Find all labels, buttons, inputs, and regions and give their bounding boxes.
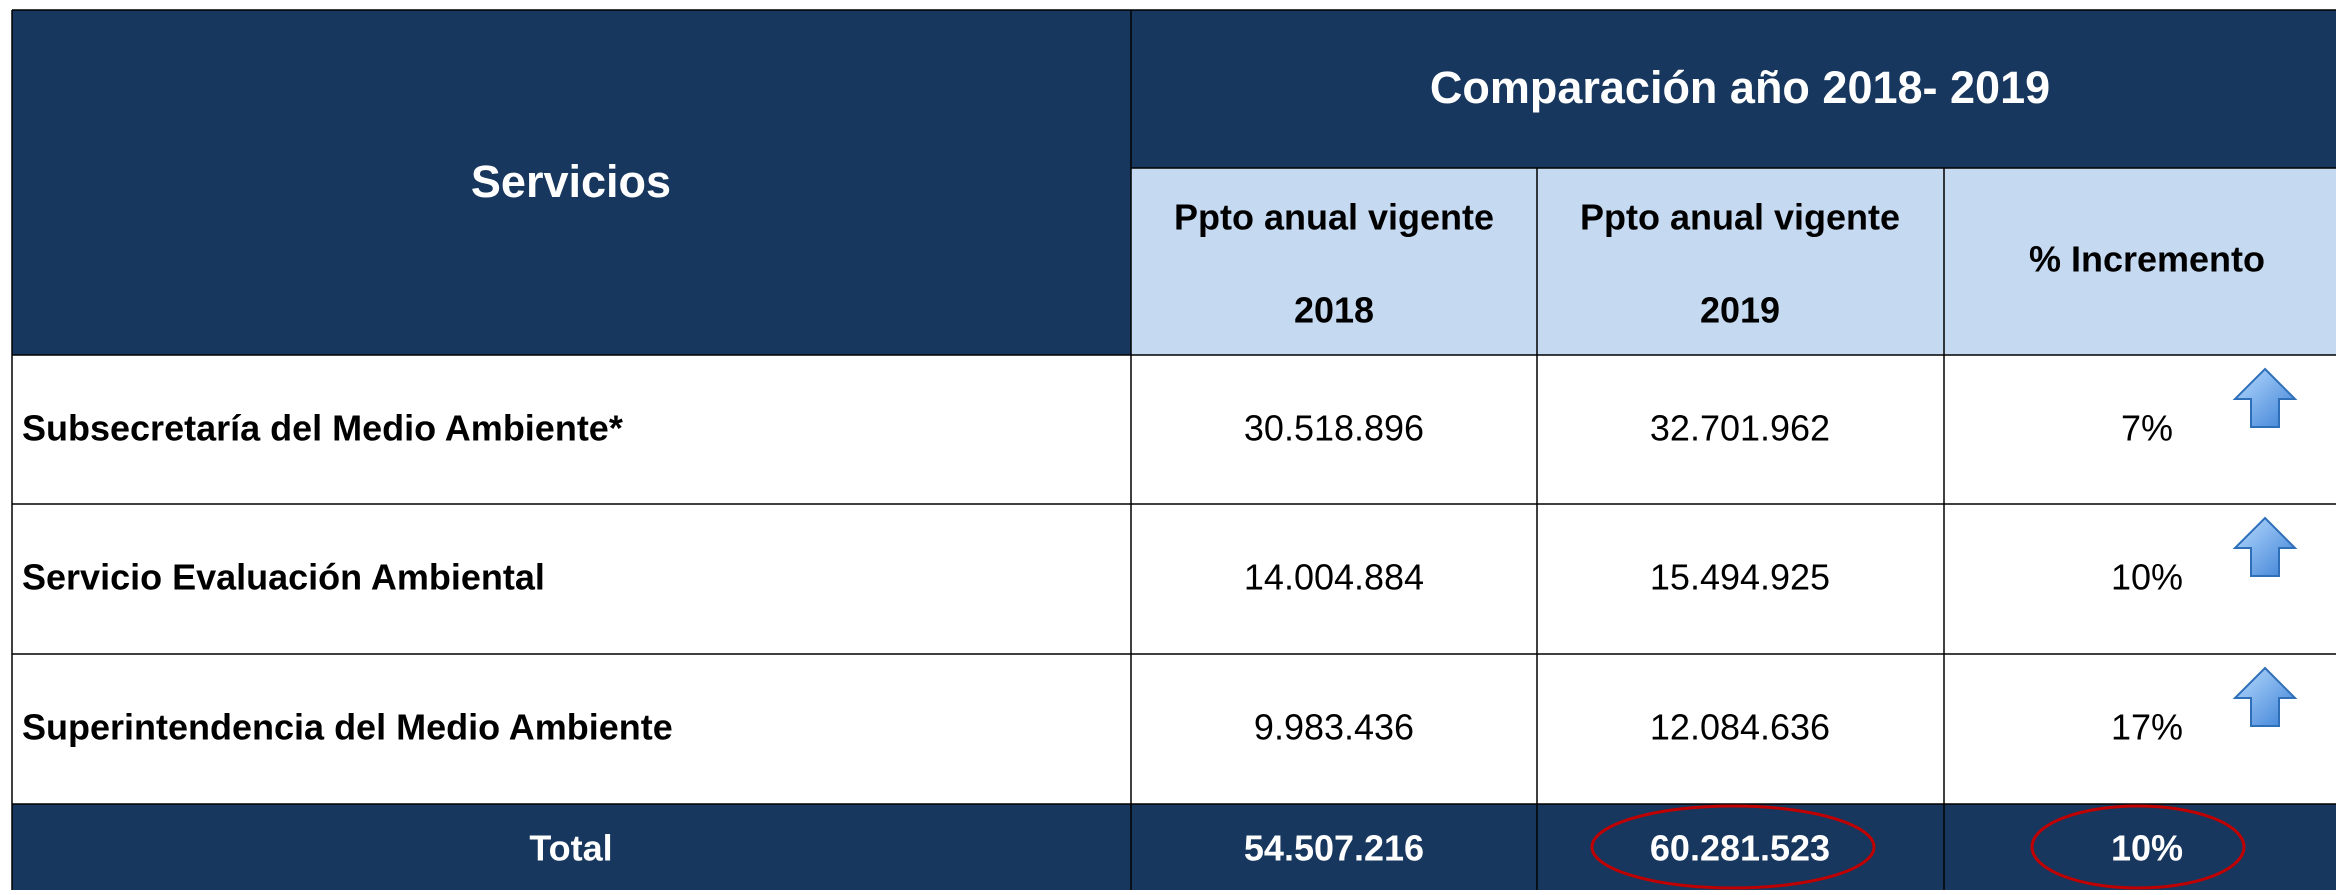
cell-value: 32.701.962: [1650, 408, 1830, 449]
comparison-header: Comparación año 2018- 2019: [1430, 62, 2050, 113]
grid: [11, 9, 2336, 890]
cell-value: 9.983.436: [1254, 707, 1414, 748]
highlight-ellipse: [1590, 804, 1876, 890]
services-header: Servicios: [471, 156, 671, 207]
column-header: 2018: [1294, 290, 1374, 331]
up-arrow: [2232, 516, 2298, 577]
row-name: Subsecretaría del Medio Ambiente*: [22, 408, 623, 449]
column-header: % Incremento: [2029, 239, 2265, 280]
cell-value: 30.518.896: [1244, 408, 1424, 449]
total-bg: [12, 804, 2336, 890]
subheader-bg: [1131, 168, 2336, 355]
up-arrow: [2232, 666, 2298, 727]
row-name: Servicio Evaluación Ambiental: [22, 557, 545, 598]
up-arrow: [2232, 367, 2298, 428]
row-name: Superintendencia del Medio Ambiente: [22, 707, 673, 748]
cell-value: 12.084.636: [1650, 707, 1830, 748]
total-value: 10%: [2111, 828, 2183, 869]
column-header: Ppto anual vigente: [1174, 197, 1494, 238]
total-value: 54.507.216: [1244, 828, 1424, 869]
cell-value: 7%: [2121, 408, 2173, 449]
cell-value: 15.494.925: [1650, 557, 1830, 598]
cell-value: 17%: [2111, 707, 2183, 748]
total-label: Total: [529, 828, 612, 869]
column-header: Ppto anual vigente: [1580, 197, 1900, 238]
cell-value: 10%: [2111, 557, 2183, 598]
highlight-ellipse: [2030, 804, 2246, 890]
cell-value: 14.004.884: [1244, 557, 1424, 598]
total-value: 60.281.523: [1650, 828, 1830, 869]
column-header: 2019: [1700, 290, 1780, 331]
